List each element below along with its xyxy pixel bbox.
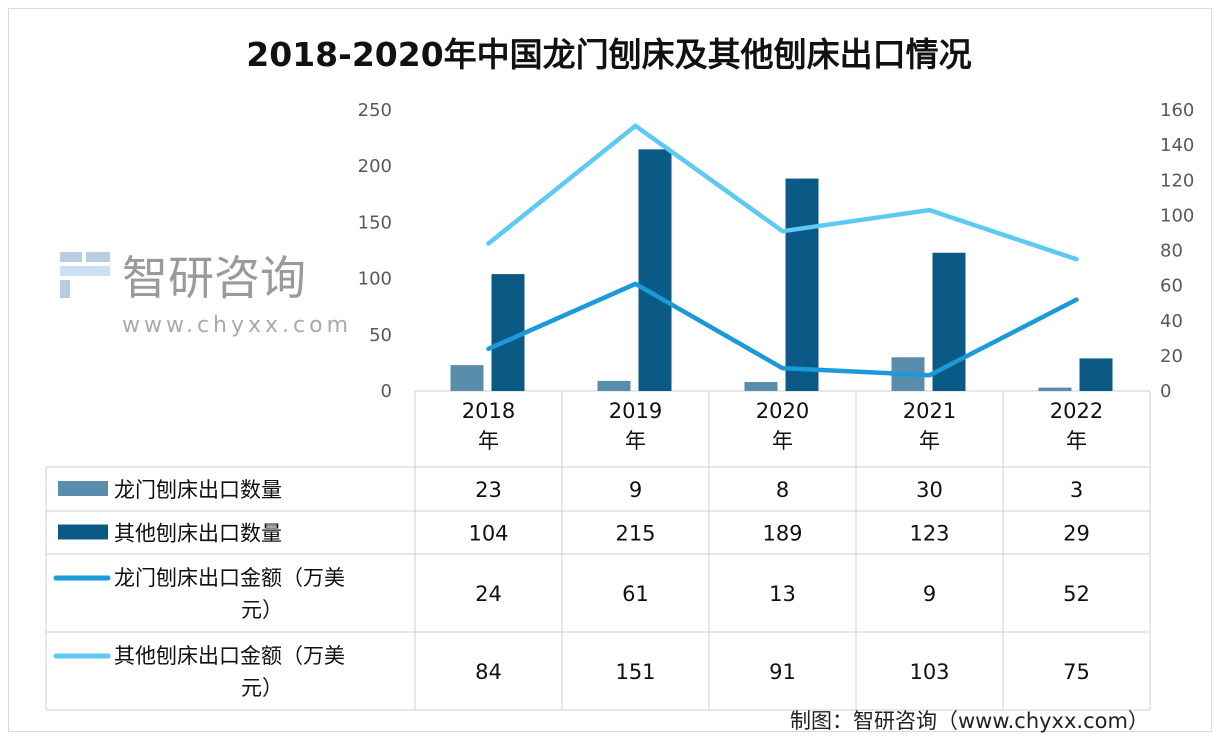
bar-gantry <box>597 380 631 391</box>
data-table-cell: 189 <box>762 522 802 546</box>
right-axis-tick: 20 <box>1160 346 1183 367</box>
legend-label: 龙门刨床出口金额（万美 <box>114 566 345 590</box>
line-series-3 <box>486 123 1079 262</box>
data-table-cell: 84 <box>475 660 502 684</box>
data-table-cell: 3 <box>1070 478 1083 502</box>
bar-other <box>932 252 966 391</box>
legend-swatch-bar <box>58 481 108 496</box>
data-table-cell: 103 <box>909 660 949 684</box>
data-table-cell: 123 <box>909 522 949 546</box>
x-axis-tick-label: 2021 <box>903 399 956 423</box>
chart-frame <box>8 8 1212 732</box>
data-table-cell: 30 <box>916 478 943 502</box>
left-axis-tick: 100 <box>358 269 392 290</box>
data-table-cell: 61 <box>622 582 649 606</box>
legend-label: 元） <box>241 598 283 622</box>
data-table-cell: 9 <box>923 582 936 606</box>
data-table-cell: 13 <box>769 582 796 606</box>
right-axis-tick: 40 <box>1160 311 1183 332</box>
bar-other <box>491 274 525 391</box>
x-axis-tick-label: 2020 <box>756 399 809 423</box>
x-axis-tick-label: 年 <box>478 429 499 453</box>
right-axis-tick: 120 <box>1160 170 1194 191</box>
left-axis-tick: 50 <box>369 325 392 346</box>
bar-gantry <box>450 365 484 391</box>
x-axis-tick-label: 年 <box>919 429 940 453</box>
watermark-url: www.chyxx.com <box>122 313 352 338</box>
bar-other <box>1079 358 1113 391</box>
x-axis-tick-label: 2019 <box>609 399 662 423</box>
data-table-cell: 23 <box>475 478 502 502</box>
data-table-cell: 215 <box>615 522 655 546</box>
left-axis-tick: 0 <box>381 381 392 402</box>
legend-label: 其他刨床出口金额（万美 <box>114 644 345 668</box>
right-axis-tick: 160 <box>1160 100 1194 121</box>
right-axis-tick: 100 <box>1160 205 1194 226</box>
source-footer: 制图：智研咨询（www.chyxx.com） <box>790 709 1149 733</box>
right-axis-tick: 0 <box>1160 381 1171 402</box>
data-table-cell: 29 <box>1063 522 1090 546</box>
data-table-cell: 104 <box>468 522 508 546</box>
chart-title: 2018-2020年中国龙门刨床及其他刨床出口情况 <box>246 35 971 74</box>
bar-gantry <box>744 382 778 391</box>
bar-gantry <box>1038 387 1072 391</box>
data-table-cell: 75 <box>1063 660 1090 684</box>
left-axis-tick: 150 <box>358 212 392 233</box>
legend-label: 其他刨床出口数量 <box>114 522 282 546</box>
bar-other <box>785 178 819 391</box>
right-axis-tick: 60 <box>1160 276 1183 297</box>
right-axis-tick: 80 <box>1160 241 1183 262</box>
legend-label: 龙门刨床出口数量 <box>114 478 282 502</box>
data-table-cell: 24 <box>475 582 502 606</box>
x-axis-tick-label: 2018 <box>462 399 515 423</box>
watermark-logo: 智研咨询 www.chyxx.com <box>60 251 352 338</box>
watermark-brand: 智研咨询 <box>122 251 306 305</box>
data-table-cell: 9 <box>629 478 642 502</box>
data-table-cell: 151 <box>615 660 655 684</box>
left-axis-tick: 200 <box>358 156 392 177</box>
line-series-2 <box>486 281 1079 378</box>
right-axis-tick: 140 <box>1160 135 1194 156</box>
x-axis-tick-label: 年 <box>625 429 646 453</box>
legend-label: 元） <box>241 676 283 700</box>
bar-other <box>638 149 672 391</box>
legend-swatch-bar <box>58 524 108 540</box>
data-table-cell: 52 <box>1063 582 1090 606</box>
x-axis-tick-label: 2022 <box>1050 399 1103 423</box>
x-axis-tick-label: 年 <box>1066 429 1087 453</box>
data-table-cell: 8 <box>776 478 789 502</box>
x-axis-tick-label: 年 <box>772 429 793 453</box>
data-table-cell: 91 <box>769 660 796 684</box>
left-axis-tick: 250 <box>358 100 392 121</box>
